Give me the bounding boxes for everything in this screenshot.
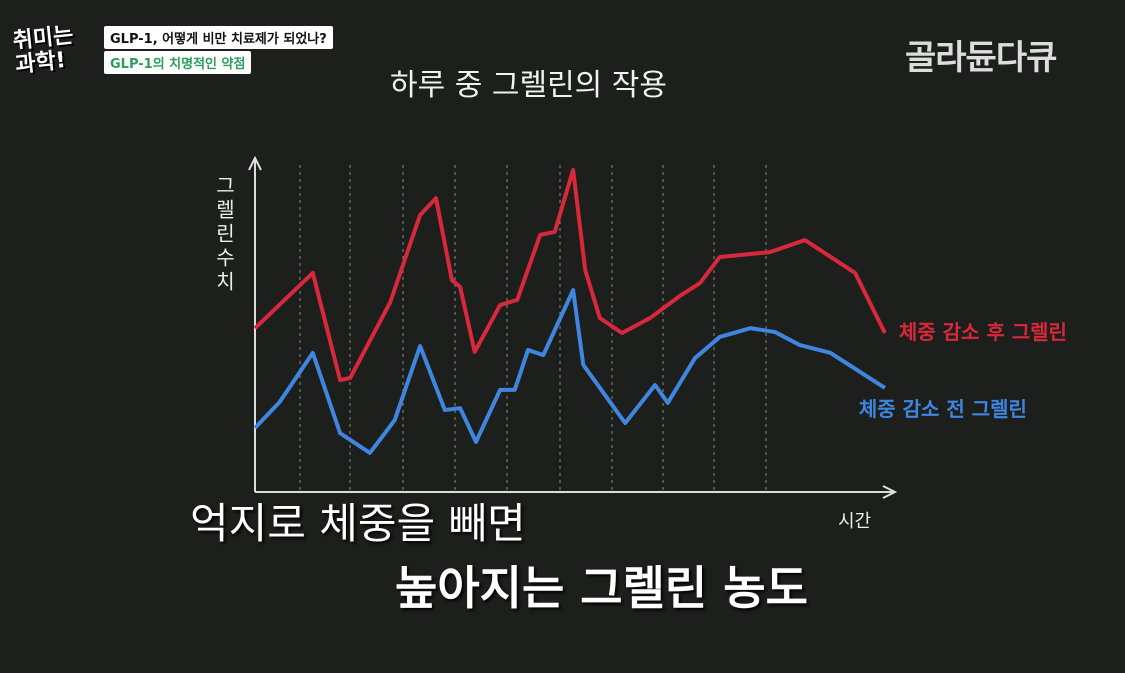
caption: 높아지는 그렐린 농도 — [395, 561, 808, 615]
channel-logo: 골라듄다큐 — [905, 38, 1057, 78]
legend-label: 체중 감소 전 그렐린 — [859, 397, 1027, 421]
episode-title: GLP-1, 어떻게 비만 치료제가 되었나? — [104, 26, 333, 49]
chart-title: 하루 중 그렐린의 작용 — [390, 68, 668, 103]
y-axis-label: 그렐린수치 — [212, 175, 236, 295]
decor-lines — [299, 165, 767, 490]
line-series — [253, 288, 887, 455]
caption: 억지로 체중을 빼면 — [190, 499, 526, 548]
segment-title: GLP-1의 치명적인 약점 — [104, 51, 252, 74]
x-axis-label: 시간 — [838, 511, 872, 532]
axes — [248, 155, 898, 499]
legend-label: 체중 감소 후 그렐린 — [899, 320, 1067, 344]
line-series — [253, 167, 887, 383]
